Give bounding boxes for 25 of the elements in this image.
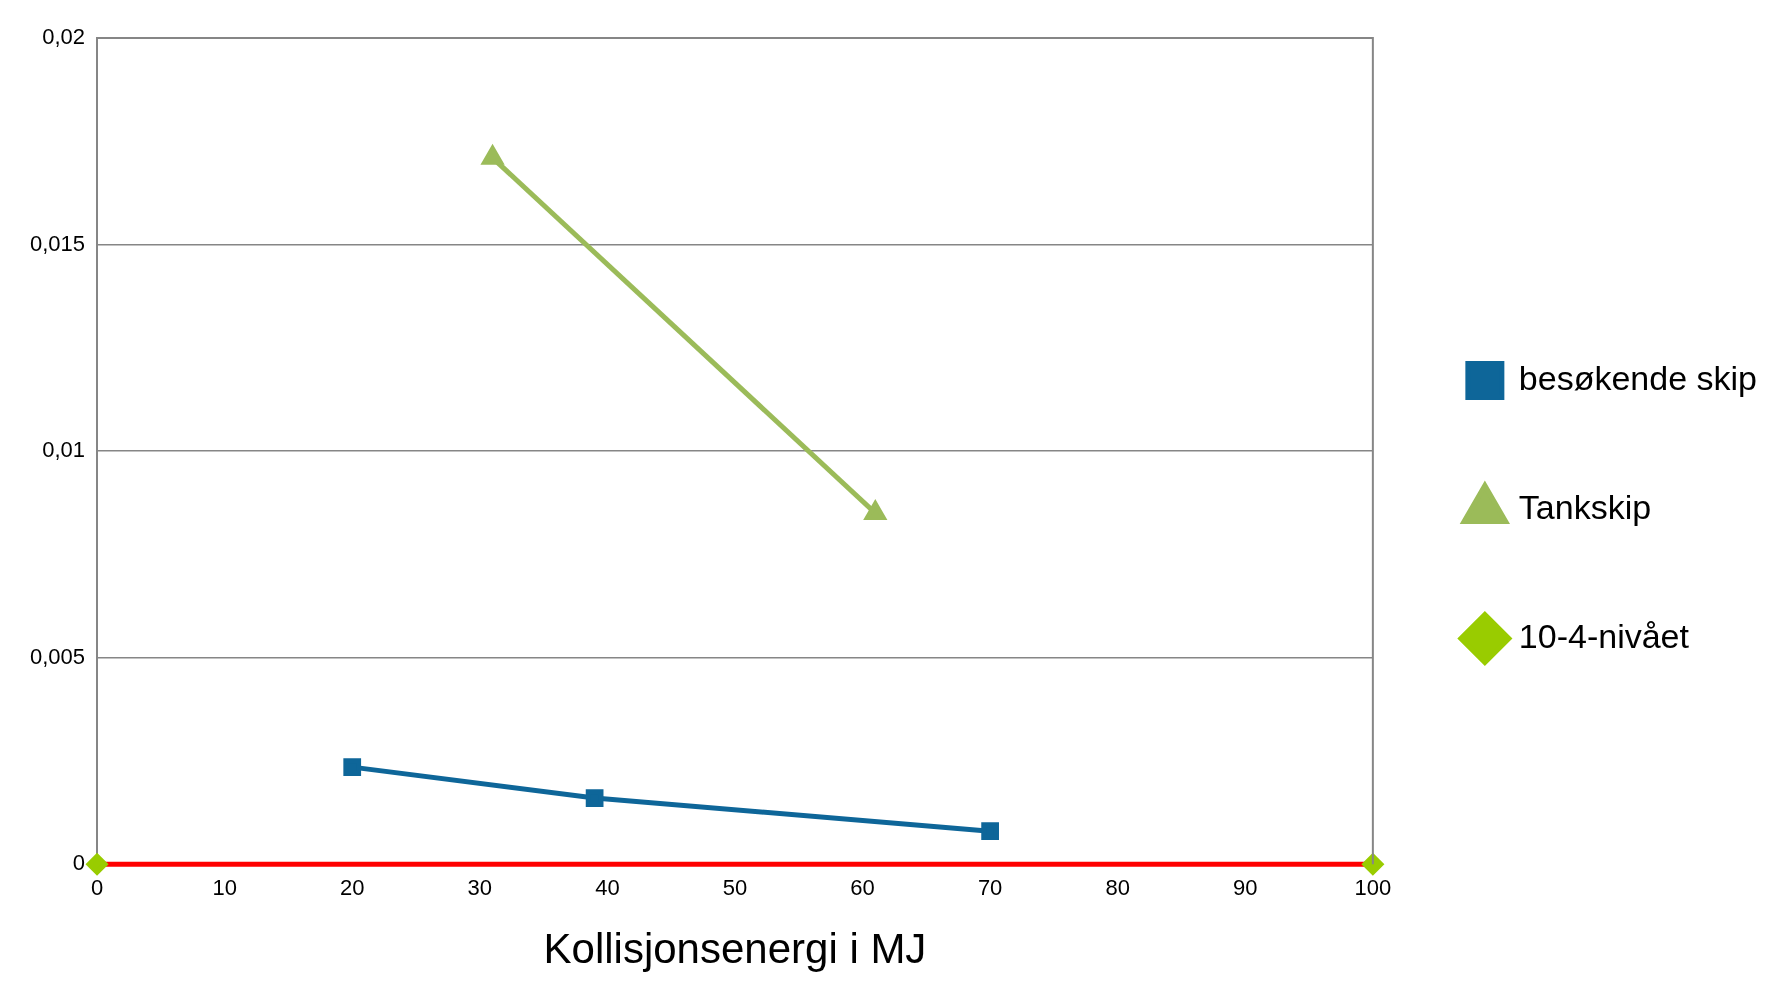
- point: [343, 758, 362, 776]
- y-tick-label: 0,015: [29, 230, 86, 256]
- point: [585, 789, 604, 807]
- point: [86, 853, 108, 875]
- x-tick-label: 70: [977, 875, 1003, 901]
- legend-label: 10-4-nivået: [1518, 616, 1690, 655]
- y-tick-label: 0: [72, 850, 86, 876]
- x-tick-label: 20: [339, 875, 365, 901]
- x-tick-label: 60: [850, 875, 875, 901]
- x-tick-label: 50: [722, 875, 748, 901]
- x-tick-label: 0: [90, 875, 104, 901]
- legend-label: Tankskip: [1518, 487, 1652, 526]
- point: [1362, 853, 1384, 875]
- legend-label: besøkende skip: [1518, 358, 1758, 397]
- x-tick-label: 100: [1354, 875, 1392, 901]
- point: [981, 822, 999, 841]
- y-tick-label: 0,01: [42, 437, 86, 463]
- x-tick-label: 30: [467, 875, 493, 901]
- x-tick-label: 10: [212, 875, 237, 901]
- y-tick-label: 0,02: [42, 24, 86, 50]
- x-tick-label: 90: [1233, 875, 1258, 901]
- y-tick-label: 0,005: [29, 643, 86, 669]
- x-axis-title: Kollisjonsenergi i MJ: [543, 925, 927, 973]
- x-tick-label: 40: [595, 875, 620, 901]
- x-tick-label: 80: [1105, 875, 1130, 901]
